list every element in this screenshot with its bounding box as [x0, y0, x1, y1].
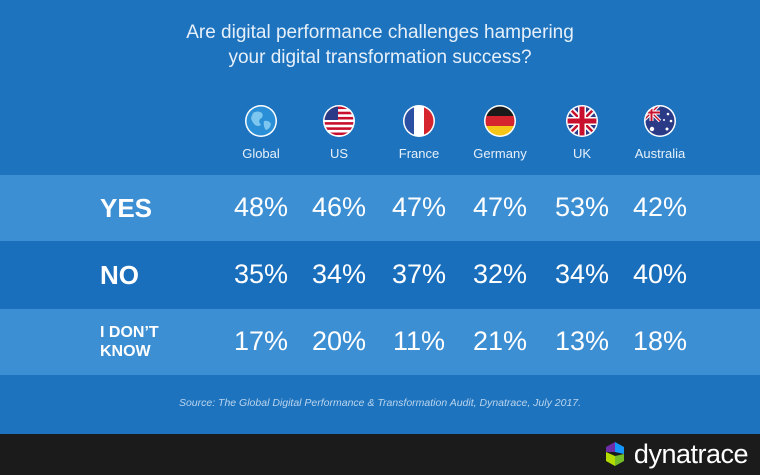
value-dont-know-france: 11% [392, 326, 446, 356]
row-label-dont-know: I DON’T KNOW [100, 323, 159, 361]
value-yes-france: 47% [391, 192, 447, 222]
country-france: France [374, 104, 464, 161]
value-yes-global: 48% [233, 192, 289, 222]
country-label: Australia [634, 146, 686, 161]
row-dont-know: I DON’T KNOW 17% 20% 11% 21% 13% 18% [0, 309, 760, 375]
value-yes-australia: 42% [632, 192, 688, 222]
country-label: US [329, 146, 349, 161]
country-label: UK [572, 146, 592, 161]
country-header: Global US [0, 104, 760, 164]
germany-flag-icon [484, 105, 516, 137]
country-label: Germany [473, 146, 527, 161]
source-note: Source: The Global Digital Performance &… [178, 397, 582, 409]
country-label: France [398, 146, 440, 161]
value-no-uk: 34% [554, 259, 610, 289]
value-no-australia: 40% [632, 259, 688, 289]
row-label-dont-know-line-1: I DON’T [100, 324, 159, 341]
france-flag-icon [403, 105, 435, 137]
country-us: US [294, 104, 384, 161]
country-germany: Germany [455, 104, 545, 161]
australia-flag-icon [644, 105, 676, 137]
value-dont-know-australia: 18% [632, 326, 688, 356]
value-yes-us: 46% [311, 192, 367, 222]
brand-logo: dynatrace [602, 438, 749, 469]
row-no: NO 35% 34% 37% 32% 34% 40% [0, 241, 760, 309]
country-australia: Australia [615, 104, 705, 161]
chart-title-line-1: Are digital performance challenges hampe… [186, 22, 574, 43]
value-dont-know-germany: 21% [472, 326, 528, 356]
value-dont-know-us: 20% [311, 326, 367, 356]
us-flag-icon [323, 105, 355, 137]
brand-name: dynatrace [633, 438, 749, 469]
value-yes-germany: 47% [472, 192, 528, 222]
value-yes-uk: 53% [554, 192, 610, 222]
uk-flag-icon [566, 105, 598, 137]
chart-title-line-2: your digital transformation success? [228, 47, 532, 68]
row-label-dont-know-line-2: KNOW [100, 343, 151, 360]
row-label-no: NO [100, 260, 139, 290]
country-uk: UK [537, 104, 627, 161]
value-no-france: 37% [391, 259, 447, 289]
value-dont-know-uk: 13% [554, 326, 610, 356]
dynatrace-logo-icon [605, 442, 624, 466]
country-global: Global [216, 104, 306, 161]
value-no-germany: 32% [472, 259, 528, 289]
chart-title: Are digital performance challenges hampe… [0, 20, 760, 70]
row-label-yes: YES [100, 193, 153, 223]
value-no-us: 34% [311, 259, 367, 289]
row-yes: YES 48% 46% 47% 47% 53% 42% [0, 175, 760, 241]
value-dont-know-global: 17% [233, 326, 289, 356]
value-no-global: 35% [233, 259, 289, 289]
country-label: Global [242, 146, 280, 161]
footer-bar: dynatrace [0, 434, 760, 475]
globe-icon [245, 105, 277, 137]
